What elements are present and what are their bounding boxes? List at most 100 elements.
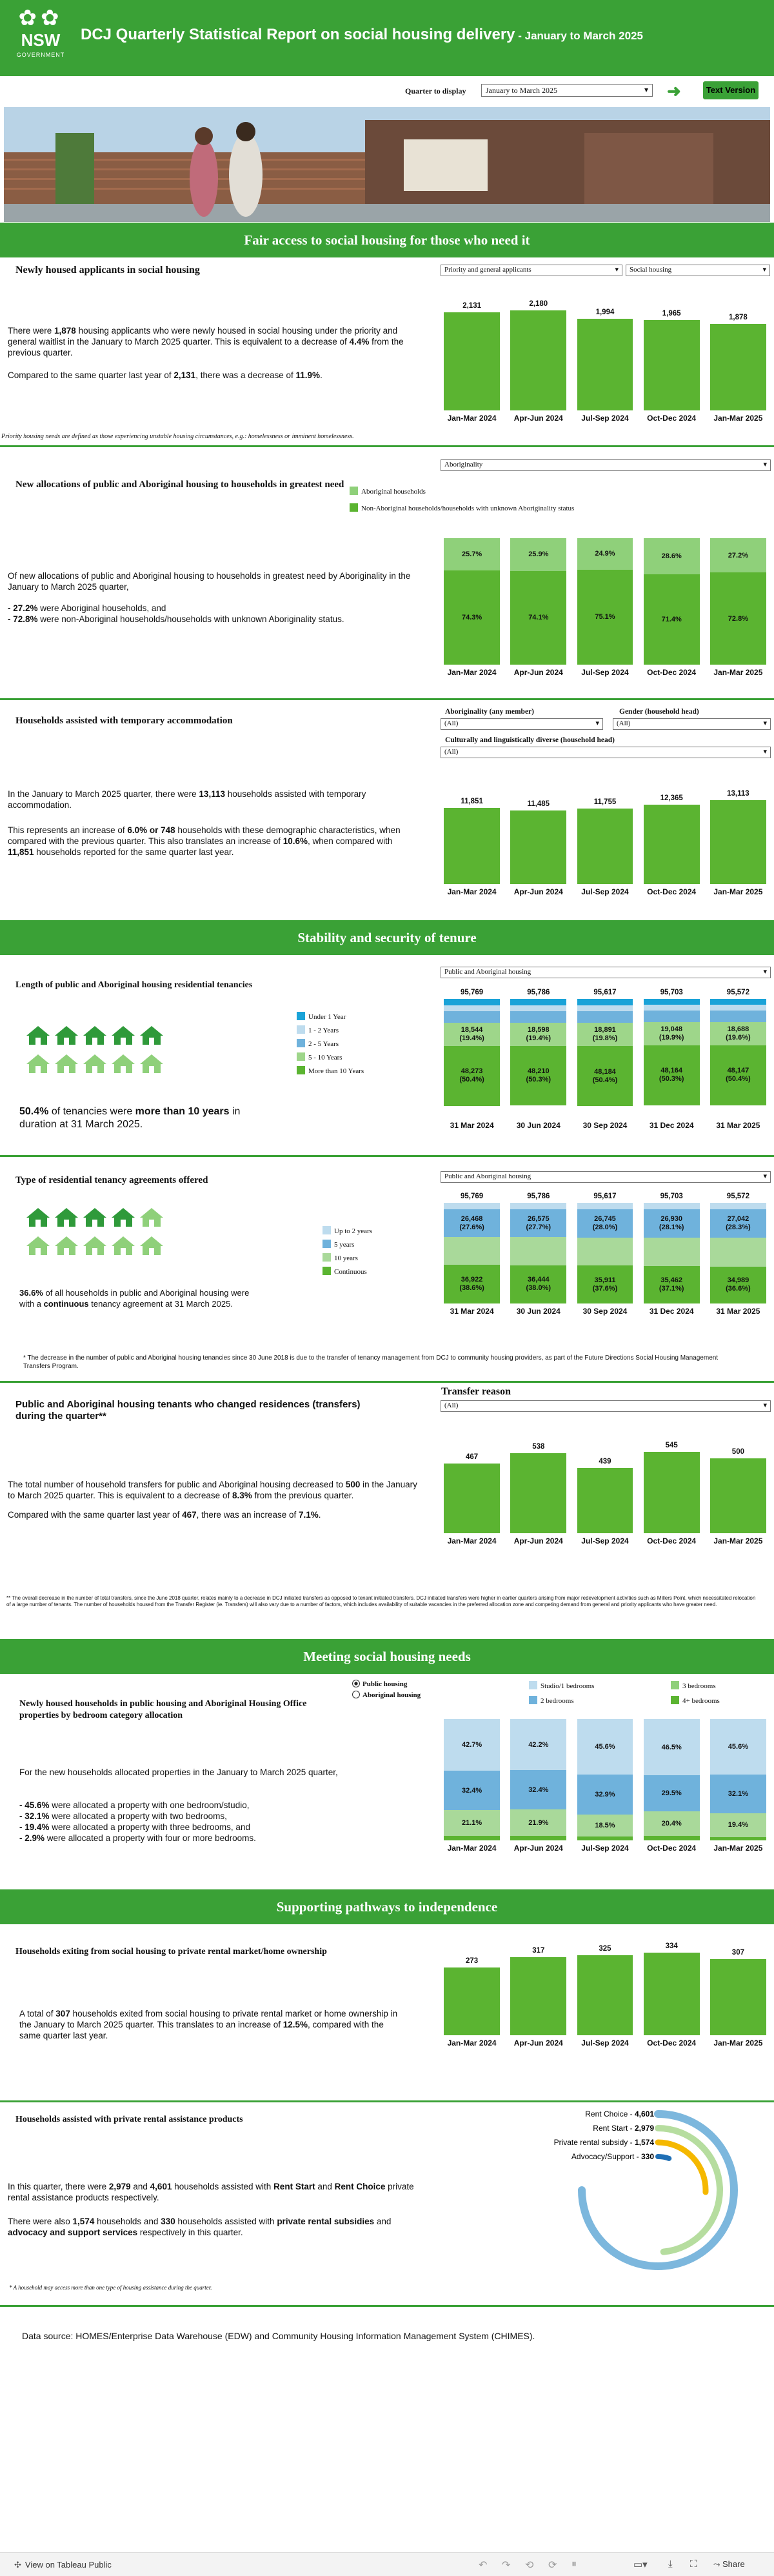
share-button[interactable]: ⤳ Share (713, 2559, 745, 2569)
house-icon (140, 1208, 163, 1227)
bar-segment (510, 1836, 567, 1840)
segment-label: 32.4% (461, 1786, 482, 1795)
section-pathways: Supporting pathways to independence (0, 1889, 774, 1924)
bar-segment (643, 1266, 700, 1303)
bar-segment (444, 1023, 500, 1046)
gender-select[interactable]: (All) (613, 718, 771, 730)
waratah-icon: ✿✿ (18, 6, 63, 30)
bar-segment (577, 1046, 633, 1106)
bar-segment (643, 1209, 700, 1238)
bar (643, 319, 700, 410)
redo-icon[interactable]: ↷ (502, 2560, 511, 2571)
x-tick-label: Jan-Mar 2025 (713, 414, 763, 423)
revert-icon[interactable]: ⟲ (525, 2560, 534, 2571)
divider (0, 698, 774, 700)
view-on-tableau-link[interactable]: ✣ View on Tableau Public (14, 2560, 112, 2570)
radio-unselected-icon (352, 1691, 360, 1698)
text-version-button[interactable]: Text Version (703, 81, 759, 99)
radial-arc-0 (578, 2110, 738, 2270)
segment-label: 36,922 (38.6%) (459, 1275, 484, 1292)
x-tick-label: Oct-Dec 2024 (647, 1844, 697, 1853)
device-layout-icon[interactable]: ▭▾ (633, 2559, 648, 2570)
quarter-select[interactable]: January to March 2025 (481, 84, 653, 97)
segment-label: 45.6% (728, 1742, 748, 1751)
bar-segment (577, 1022, 633, 1047)
bar (710, 1458, 766, 1533)
total-label: 95,617 (593, 1192, 617, 1200)
bar-segment (510, 1023, 567, 1046)
total-label: 95,703 (660, 989, 683, 996)
transfers-text-1: The total number of household transfers … (8, 1480, 417, 1500)
bar-segment (577, 1265, 633, 1303)
legend-2bed: 2 bedrooms (529, 1696, 574, 1706)
bar-segment (510, 1045, 567, 1106)
bar-segment (510, 999, 567, 1005)
aboriginality-select[interactable]: Aboriginality (441, 459, 771, 471)
legend-swatch (297, 1025, 305, 1034)
radio-aboriginal-housing[interactable]: Aboriginal housing (352, 1691, 421, 1700)
undo-icon[interactable]: ↶ (479, 2560, 488, 2571)
segment-label: 25.7% (461, 550, 482, 559)
refresh-icon[interactable]: ⟳ (548, 2560, 557, 2571)
x-tick-label: Jan-Mar 2024 (447, 668, 497, 677)
transfer-reason-select[interactable]: (All) (441, 1400, 771, 1412)
bar-segment (643, 1005, 700, 1011)
bar-segment (510, 1770, 567, 1810)
pause-icon[interactable]: ⏸ (571, 2559, 577, 2570)
data-label: 11,851 (461, 798, 483, 806)
housing-type-select[interactable]: Social housing (626, 265, 770, 276)
radio-public-housing[interactable]: Public housing (352, 1680, 407, 1689)
legend-swatch (350, 503, 358, 512)
house-icon (140, 1026, 163, 1045)
legend-swatch (297, 1066, 305, 1074)
legend-label: 10 years (334, 1254, 358, 1262)
x-tick-label: Oct-Dec 2024 (647, 414, 697, 423)
legend-label: 1 - 2 Years (308, 1027, 339, 1034)
cald-select[interactable]: (All) (441, 747, 771, 758)
data-label: 307 (731, 1949, 744, 1957)
data-label: 11,755 (593, 798, 617, 807)
x-tick-label: 30 Jun 2024 (516, 1307, 561, 1316)
x-tick-label: Jul-Sep 2024 (581, 414, 629, 423)
bedrooms-bullet-1: - 45.6% were allocated a property with o… (19, 1800, 250, 1810)
bar-segment (710, 999, 766, 1005)
page-subtitle: - January to March 2025 (515, 30, 643, 42)
data-label: 273 (466, 1957, 479, 1966)
x-tick-label: Apr-Jun 2024 (513, 1844, 563, 1853)
bar-segment (510, 1237, 567, 1265)
fullscreen-icon[interactable]: ⛶ (690, 2559, 697, 2570)
private-rental-title: Households assisted with private rental … (15, 2115, 243, 2124)
segment-label: 26,745 (28.0%) (592, 1214, 618, 1231)
private-text-2: There were also 1,574 households and 330… (8, 2217, 392, 2237)
allocations-chart: 25.7% 74.3% Jan-Mar 2024 25.9% 74.1% Apr-Jun … (439, 538, 771, 679)
aboriginality-any-select[interactable]: (All) (441, 718, 603, 730)
applicant-type-select[interactable]: Priority and general applicants (441, 265, 622, 276)
radial-arc-3 (655, 2154, 672, 2161)
bedrooms-bullet-2: - 32.1% were allocated a property with t… (19, 1811, 227, 1821)
bar-segment (510, 570, 567, 665)
bar (643, 1452, 700, 1533)
type-housing-select[interactable]: Public and Aboriginal housing (441, 1171, 771, 1183)
segment-label: 18,598 (19.4%) (526, 1026, 551, 1043)
legend-non-aboriginal: Non-Aboriginal households/households wit… (350, 503, 574, 513)
priority-note: Priority housing needs are defined as th… (1, 433, 354, 440)
radial-arc-2 (655, 2139, 709, 2195)
legend-studio: Studio/1 bedrooms (529, 1681, 594, 1691)
bar-segment (577, 1836, 633, 1840)
legend-label: More than 10 Years (308, 1067, 364, 1075)
download-icon[interactable]: ⤓ (668, 2559, 673, 2570)
data-label: 13,113 (727, 789, 749, 798)
page-title: DCJ Quarterly Statistical Report on soci… (81, 26, 643, 44)
bar-segment (710, 1774, 766, 1814)
bar-segment (510, 1011, 567, 1023)
bar-segment (710, 538, 766, 573)
x-tick-label: 31 Mar 2025 (716, 1121, 760, 1130)
bar-segment (444, 1011, 500, 1023)
bar-segment (510, 1005, 567, 1011)
bar (710, 1959, 766, 2035)
length-housing-select[interactable]: Public and Aboriginal housing (441, 967, 771, 978)
tenancy-type-chart: 26,468 (27.6%) 36,922 (38.6%) 95,769 31 Mar… (439, 1191, 771, 1318)
data-label: 1,965 (662, 309, 681, 317)
bar (444, 1464, 500, 1533)
bar-segment (710, 1209, 766, 1238)
